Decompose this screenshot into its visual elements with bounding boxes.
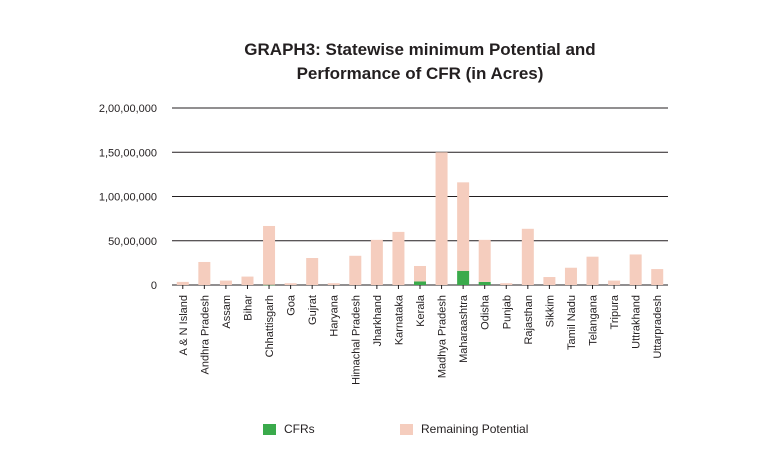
x-tick-label-karnataka: Karnataka xyxy=(393,294,405,345)
bar-remaining-potential-telangana xyxy=(586,256,599,285)
legend-swatch-remaining-potential xyxy=(400,423,413,435)
y-tick-label: 1,00,00,000 xyxy=(99,192,157,204)
bar-remaining-potential-kerala xyxy=(414,265,426,282)
chart-title-line-1: GRAPH3: Statewise minimum Potential and xyxy=(244,40,596,59)
bar-remaining-potential-madhya-pradesh xyxy=(435,152,448,285)
bar-remaining-potential-tripura xyxy=(608,280,621,285)
bar-remaining-potential-tamil-nadu xyxy=(564,267,577,285)
x-tick-label-odisha: Odisha xyxy=(480,294,492,330)
x-tick-label-tripura: Tripura xyxy=(609,294,621,329)
x-tick-label-bihar: Bihar xyxy=(242,295,254,321)
x-tick-label-himachal-pradesh: Himachal Pradesh xyxy=(350,295,362,385)
bar-remaining-potential-sikkim xyxy=(543,277,556,285)
chart-title-line-2: Performance of CFR (in Acres) xyxy=(296,64,544,83)
x-tick-labels: A & N Island Andhra Pradesh Assam Bihar Chha… xyxy=(178,285,664,385)
x-tick-label-a-and-n-island: A & N Island xyxy=(178,295,190,356)
bar-remaining-potential-maharaashtra xyxy=(457,182,470,271)
x-tick-label-jharkhand: Jharkhand xyxy=(372,295,384,346)
x-tick-label-sikkim: Sikkim xyxy=(544,295,556,327)
y-tick-label: 2,00,00,000 xyxy=(99,103,157,115)
bar-remaining-potential-jharkhand xyxy=(370,239,383,285)
bar-remaining-potential-karnataka xyxy=(392,231,405,285)
x-tick-label-uttrakhand: Uttrakhand xyxy=(631,295,643,349)
bar-remaining-potential-punjab xyxy=(500,283,513,285)
x-tick-label-andhra-pradesh: Andhra Pradesh xyxy=(199,295,211,375)
y-tick-labels: 0 50,00,000 1,00,00,000 1,50,00,000 2,00,00,… xyxy=(99,103,157,292)
bar-remaining-potential-andhra-pradesh xyxy=(198,261,211,285)
x-tick-label-tamil-nadu: Tamil Nadu xyxy=(566,295,578,350)
x-tick-label-haryana: Haryana xyxy=(329,294,341,336)
bar-remaining-potential-odisha xyxy=(478,239,491,282)
bar-remaining-potential-uttarpradesh xyxy=(651,269,664,285)
legend-item-cfrs: CFRs xyxy=(263,422,315,436)
bar-remaining-potential-chhattisgarh xyxy=(263,225,276,285)
x-tick-label-gujrat: Gujrat xyxy=(307,295,319,325)
y-tick-label: 50,00,000 xyxy=(108,236,157,248)
bar-remaining-potential-assam xyxy=(219,280,232,285)
bar-cfrs-odisha xyxy=(478,281,491,285)
chart-title: GRAPH3: Statewise minimum Potential and … xyxy=(150,38,690,86)
legend-label-remaining-potential: Remaining Potential xyxy=(421,422,529,436)
bars xyxy=(176,152,664,286)
bar-remaining-potential-gujrat xyxy=(306,258,319,285)
bar-remaining-potential-himachal-pradesh xyxy=(349,255,362,285)
bar-cfrs-kerala xyxy=(414,281,426,285)
bar-remaining-potential-bihar xyxy=(241,276,254,285)
bar-remaining-potential-a-and-n-island xyxy=(176,281,189,285)
y-tick-label: 0 xyxy=(151,280,157,292)
bar-remaining-potential-goa xyxy=(284,283,297,285)
x-tick-label-maharaashtra: Maharaashtra xyxy=(458,294,470,363)
x-tick-label-telangana: Telangana xyxy=(588,294,600,346)
x-tick-label-chhattisgarh: Chhattisgarh xyxy=(264,295,276,357)
x-tick-label-madhya-pradesh: Madhya Pradesh xyxy=(437,295,449,378)
bar-cfrs-maharaashtra xyxy=(457,270,470,285)
x-tick-label-kerala: Kerala xyxy=(415,294,427,327)
y-tick-label: 1,50,00,000 xyxy=(99,147,157,159)
x-tick-label-uttarpradesh: Uttarpradesh xyxy=(652,295,664,359)
x-tick-label-assam: Assam xyxy=(221,295,233,329)
legend-label-cfrs: CFRs xyxy=(284,422,315,436)
legend-swatch-cfrs xyxy=(263,423,276,435)
x-tick-label-rajasthan: Rajasthan xyxy=(523,295,535,345)
bar-remaining-potential-haryana xyxy=(327,283,340,285)
legend-item-remaining-potential: Remaining Potential xyxy=(400,422,528,436)
bar-remaining-potential-uttrakhand xyxy=(629,254,642,285)
x-tick-label-goa: Goa xyxy=(286,294,298,316)
x-tick-label-punjab: Punjab xyxy=(501,295,513,329)
bar-remaining-potential-rajasthan xyxy=(521,228,534,285)
